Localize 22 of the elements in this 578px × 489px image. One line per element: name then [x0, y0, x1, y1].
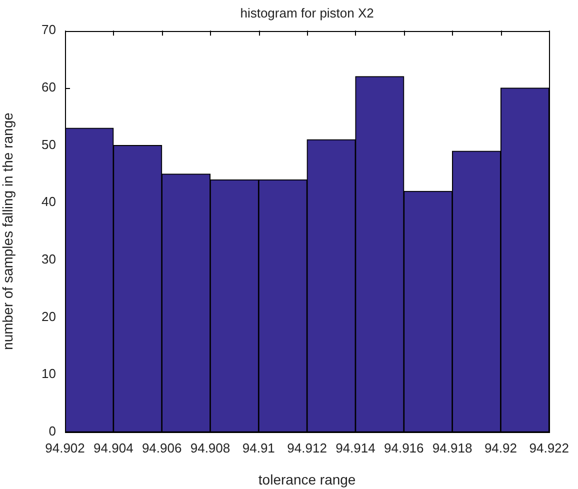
x-tick-label: 94.904: [94, 440, 134, 456]
y-tick-label: 70: [42, 22, 56, 38]
x-tick-label: 94.902: [45, 440, 85, 456]
x-axis-title: tolerance range: [258, 471, 356, 488]
y-tick-label: 20: [42, 308, 56, 324]
y-tick-label: 50: [42, 136, 56, 152]
y-tick-label: 30: [42, 252, 56, 267]
x-tick-label: 94.92: [484, 440, 517, 456]
x-tick-label: 94.908: [190, 440, 230, 456]
y-tick-label: 60: [42, 80, 56, 95]
x-tick-label: 94.906: [142, 440, 182, 456]
y-tick-label: 0: [48, 424, 56, 439]
y-tick-label: 10: [42, 366, 56, 382]
y-axis-title: number of samples falling in the range: [0, 112, 16, 350]
x-tick-label: 94.914: [336, 440, 376, 456]
x-tick-label: 94.91: [242, 440, 275, 456]
x-tick-label: 94.918: [432, 440, 472, 456]
x-tick-label: 94.916: [384, 440, 424, 456]
x-tick-label: 94.922: [529, 440, 569, 456]
x-tick-label: 94.912: [287, 440, 327, 456]
y-tick-label: 40: [42, 194, 56, 210]
chart-title: histogram for piston X2: [240, 5, 374, 20]
